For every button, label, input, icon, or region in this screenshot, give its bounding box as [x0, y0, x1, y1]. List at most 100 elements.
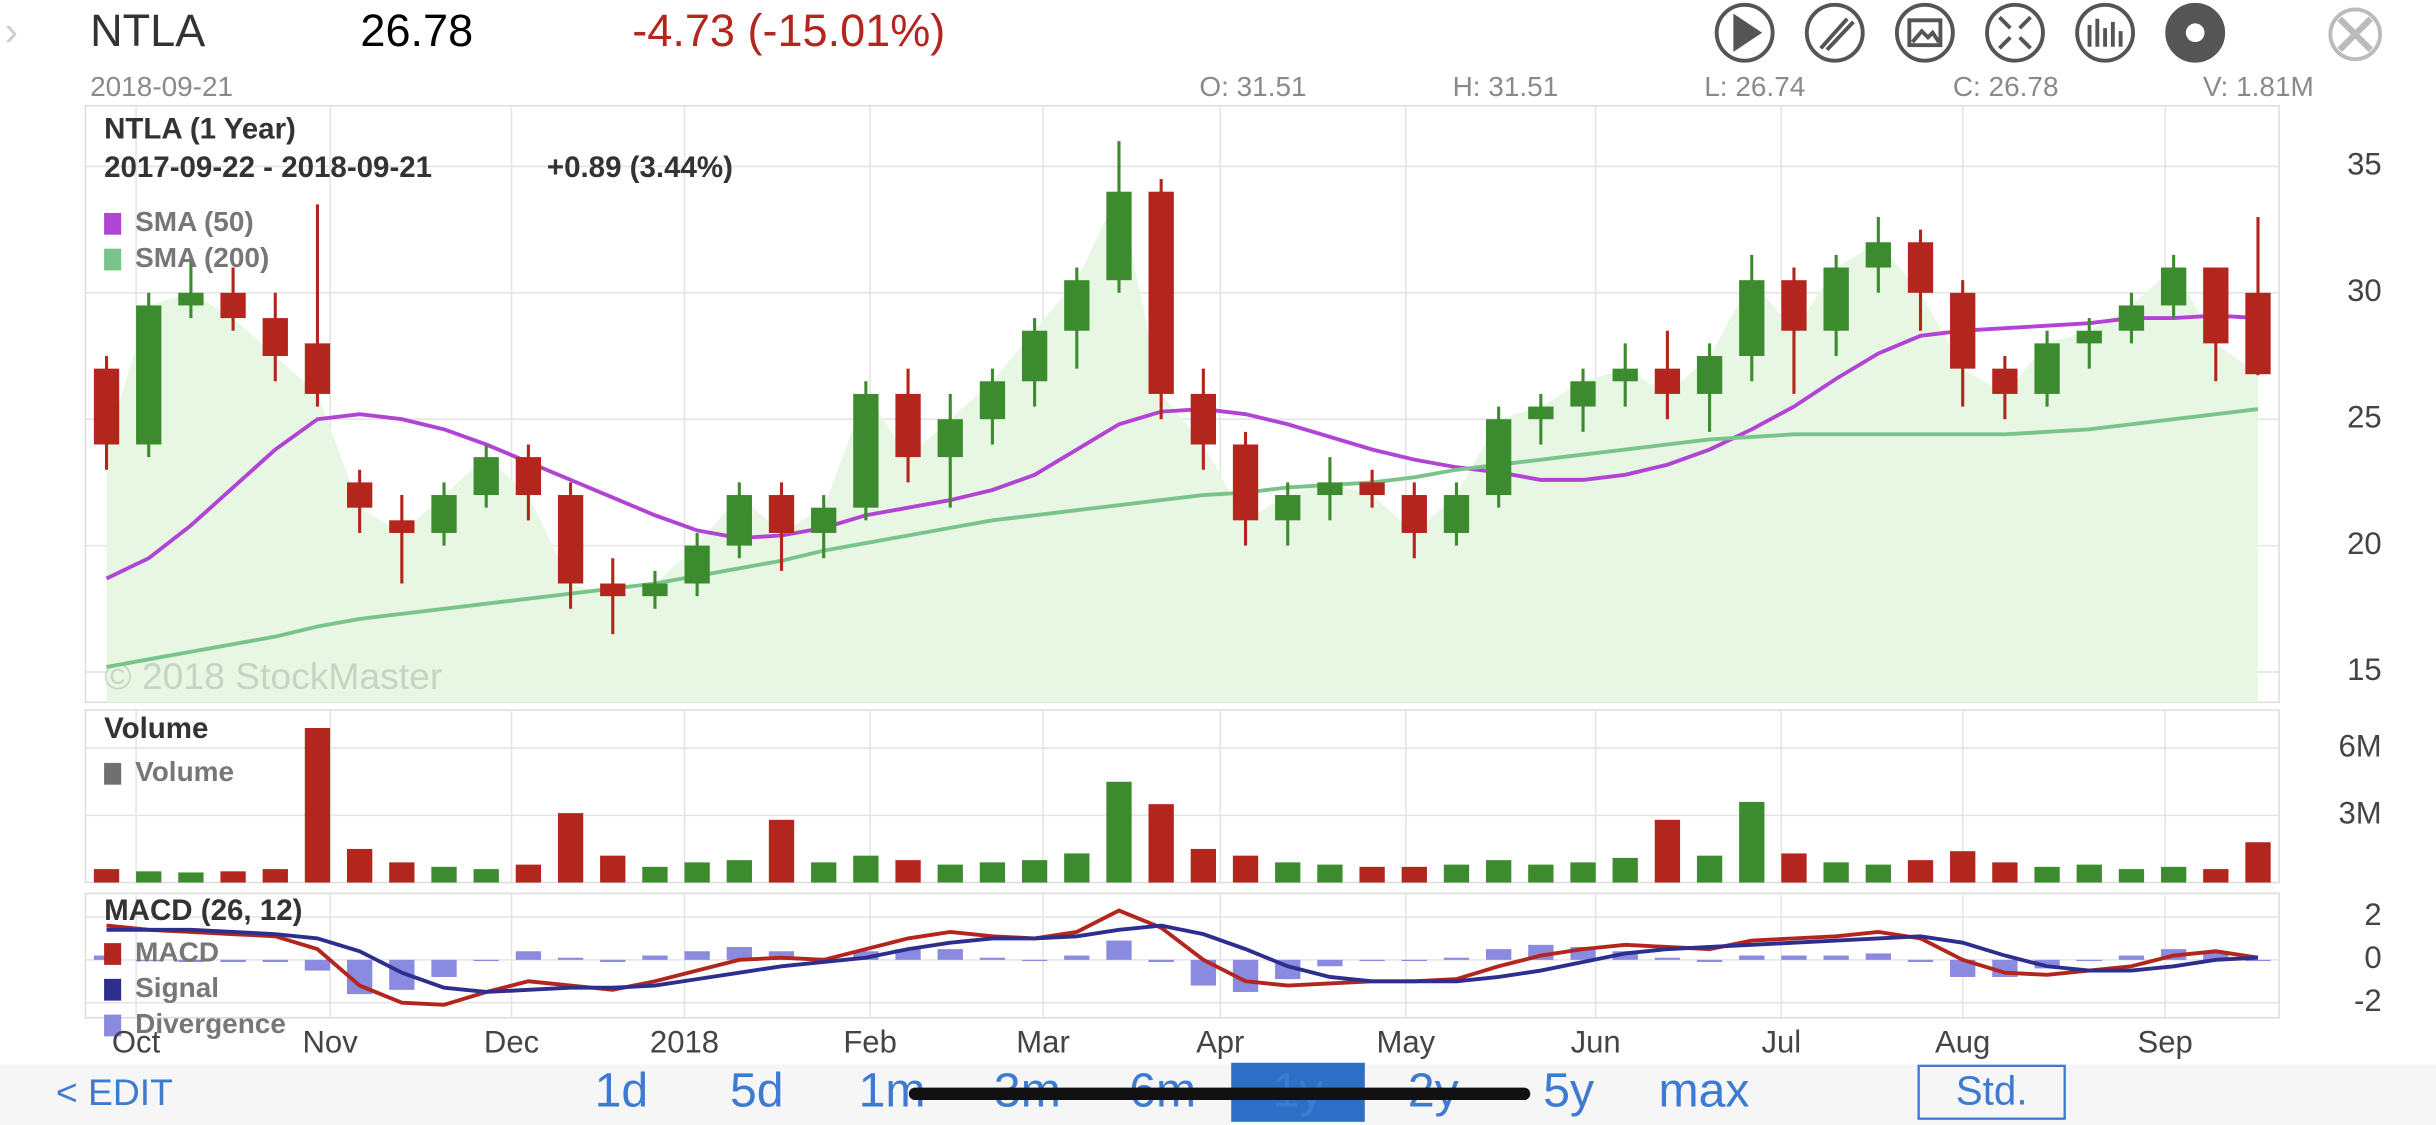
candle-body	[726, 495, 752, 546]
candle-body	[1865, 242, 1891, 268]
volume-bar	[937, 864, 963, 883]
indicator-icon[interactable]	[2075, 2, 2135, 63]
range-button[interactable]: 5d	[730, 1064, 784, 1118]
divergence-bar	[1696, 959, 1723, 962]
volume-bar	[1907, 860, 1934, 883]
volume-bar	[1992, 862, 2018, 883]
divergence-bar	[1907, 959, 1934, 962]
image-icon[interactable]	[1894, 2, 1955, 63]
volume-bar	[1486, 860, 1512, 883]
candle-body	[684, 545, 710, 584]
panel	[84, 892, 2280, 1019]
divergence-bar	[515, 951, 542, 960]
volume-bar	[768, 819, 795, 883]
candle-body	[1401, 495, 1427, 533]
volume-bar	[262, 869, 288, 883]
volume-bar	[220, 871, 246, 883]
y-tick-label: 6M	[2338, 728, 2381, 763]
volume-bar	[1275, 862, 1301, 883]
price: 26.78	[360, 5, 473, 56]
volume-bar	[895, 860, 921, 883]
range-button[interactable]: 5y	[1543, 1064, 1594, 1118]
candle-body	[346, 482, 373, 508]
candle-body	[220, 292, 246, 319]
toolbar-icons	[1714, 2, 2383, 63]
chart-title: NTLA (1 Year)	[104, 112, 296, 145]
legend-swatch	[104, 212, 122, 235]
volume-bar	[2034, 866, 2060, 883]
range-button[interactable]: 1d	[595, 1064, 649, 1118]
y-tick-label: 3M	[2338, 796, 2381, 831]
candle-body	[2160, 267, 2187, 306]
divergence-bar	[431, 959, 457, 977]
play-icon[interactable]	[1714, 2, 1775, 63]
volume-bar	[1401, 866, 1427, 883]
candle-body	[473, 457, 499, 496]
candle-body	[1696, 356, 1723, 394]
volume-bar	[1570, 862, 1596, 883]
divergence-bar	[1781, 955, 1807, 960]
candle-body	[1190, 393, 1217, 445]
chart-title: Volume	[104, 712, 208, 745]
candle-body	[262, 318, 288, 357]
divergence-bar	[1106, 940, 1132, 960]
side-arrow[interactable]: ›	[5, 8, 18, 54]
divergence-bar	[1823, 955, 1849, 960]
volume-bar	[1823, 862, 1849, 883]
x-tick-label: Jun	[1571, 1024, 1621, 1059]
divergence-bar	[2118, 955, 2145, 960]
candle-body	[1992, 368, 2018, 394]
draw-icon[interactable]	[1804, 2, 1865, 63]
volume-bar	[1696, 855, 1723, 883]
legend-label: SMA (50)	[135, 206, 254, 237]
candle-body	[389, 520, 415, 533]
candle-body	[136, 305, 162, 445]
legend-swatch	[104, 1014, 122, 1037]
candle-body	[1528, 406, 1554, 420]
volume-bar	[811, 862, 837, 883]
chart-title: MACD (26, 12)	[104, 894, 302, 927]
candle-body	[1232, 444, 1259, 521]
candle-body	[1443, 495, 1470, 533]
divergence-bar	[1359, 959, 1385, 962]
candle-body	[895, 393, 921, 458]
volume-bar	[2118, 869, 2145, 883]
settings-icon[interactable]	[2165, 2, 2226, 63]
candle-body	[811, 507, 837, 533]
divergence-bar	[768, 951, 795, 960]
divergence-bar	[1064, 955, 1090, 960]
shrink-icon[interactable]	[1985, 2, 2045, 63]
y-tick-label: 0	[2364, 940, 2381, 975]
candle-body	[1317, 482, 1343, 496]
edit-button[interactable]: < EDIT	[56, 1071, 173, 1113]
close: C: 26.78	[1953, 71, 2059, 102]
x-tick-label: May	[1377, 1024, 1436, 1059]
volume-bar	[1148, 804, 1174, 883]
volume-bar	[853, 855, 879, 883]
x-tick-label: Sep	[2138, 1024, 2193, 1059]
candle-body	[178, 292, 204, 306]
chart-subtitle: 2017-09-22 - 2018-09-21	[104, 151, 432, 184]
divergence-bar	[178, 959, 204, 962]
change-annotation: +0.89 (3.44%)	[547, 151, 733, 184]
volume-bar	[2245, 842, 2271, 883]
divergence-bar	[853, 951, 879, 960]
y-tick-label: -2	[2354, 983, 2382, 1018]
legend-swatch	[104, 248, 122, 271]
divergence-bar	[1654, 957, 1681, 960]
candle-body	[1106, 191, 1132, 281]
style-button[interactable]: Std.	[1956, 1067, 2028, 1113]
legend-label: Divergence	[135, 1008, 286, 1039]
divergence-bar	[895, 949, 921, 960]
divergence-bar	[642, 955, 668, 960]
divergence-bar	[1021, 959, 1048, 962]
candle-body	[1359, 482, 1385, 496]
range-button[interactable]: max	[1658, 1064, 1749, 1118]
candle-body	[1570, 381, 1596, 407]
y-tick-label: 20	[2347, 526, 2382, 561]
close-icon[interactable]	[2328, 7, 2383, 62]
volume-bar	[2160, 866, 2187, 883]
candle-body	[937, 419, 963, 458]
candle-body	[1950, 292, 1976, 369]
